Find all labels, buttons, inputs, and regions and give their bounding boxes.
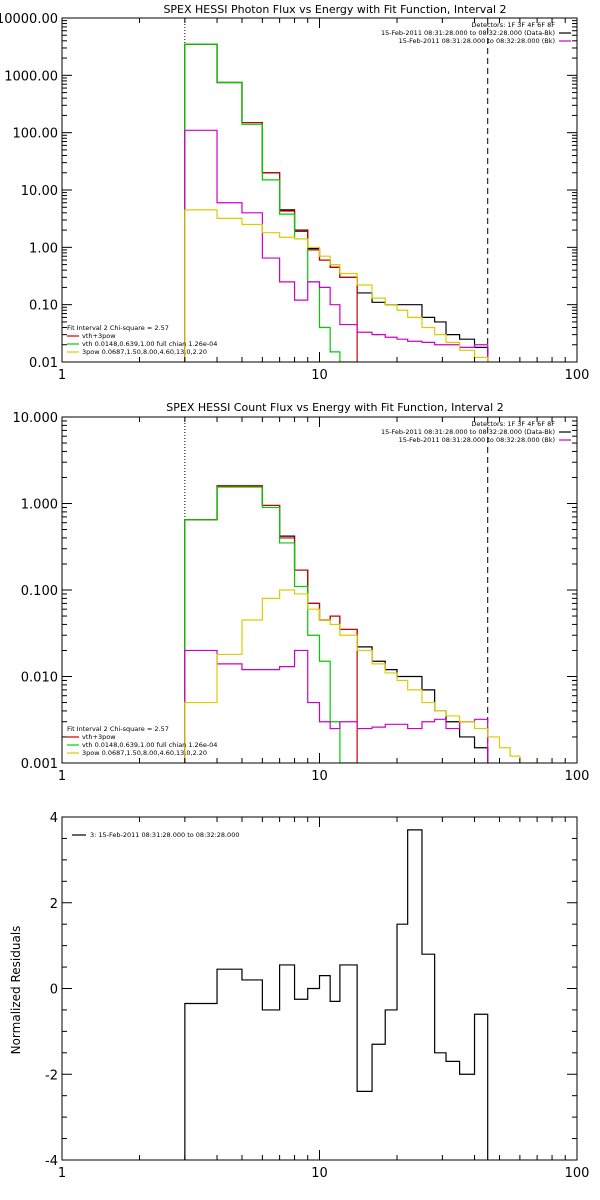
y-tick-label: 0	[50, 983, 58, 998]
y-tick-label: 1000.00	[4, 69, 58, 84]
legend-entry: 3: 15-Feb-2011 08:31:28.000 to 08:32:28.…	[90, 831, 239, 839]
plot-area: 1 10 100 0.001 0.010 0.100 1.000 10.000 Detector…	[13, 411, 590, 784]
y-tick-label: 10.00	[21, 184, 58, 199]
x-tick-label: 100	[565, 1166, 590, 1181]
legend-entry: vth 0.0148,0.639,1.00 full chian 1.26e-0…	[82, 340, 217, 348]
x-tick-label: 1	[58, 769, 66, 784]
y-tick-label: 0.001	[21, 757, 58, 772]
plot-area: 1 10 100 -4 -2 0 2 4 3: 15-Feb-2011 08:31:28.000…	[45, 811, 589, 1181]
y-tick-label: 0.01	[29, 356, 58, 371]
detectors-label: Detectors: 1F 3F 4F 6F 8F	[471, 420, 555, 428]
y-tick-label: 1.000	[21, 498, 58, 513]
y-tick-label: 0.10	[29, 299, 58, 314]
legend-entry: 3pow 0.0687,1.50,8.00,4.60,13.0,2.20	[82, 749, 207, 757]
plot-area: 1 10 100 0.01 0.10 1.00 10.00 100.00 1000.00 1000…	[0, 12, 589, 383]
chart-title: SPEX HESSI Count Flux vs Energy with Fit…	[166, 401, 503, 414]
x-tick-label: 10	[311, 368, 328, 383]
x-tick-label: 100	[565, 769, 590, 784]
x-tick-label: 1	[58, 1166, 66, 1181]
y-tick-label: 1.00	[29, 241, 58, 256]
chart-title: SPEX HESSI Photon Flux vs Energy with Fi…	[163, 3, 506, 16]
data-layer	[184, 18, 500, 362]
series-line	[184, 486, 358, 763]
y-tick-label: -4	[45, 1154, 58, 1169]
series-line	[184, 129, 489, 362]
count-flux-panel: SPEX HESSI Count Flux vs Energy with Fit…	[13, 401, 590, 784]
y-tick-label: -2	[45, 1068, 58, 1083]
y-tick-label: 2	[50, 897, 58, 912]
legend-entry: 3pow 0.0687,1.50,8.00,4.60,13.0,2.20	[82, 348, 207, 356]
series-line	[184, 209, 500, 362]
y-tick-label: 100.00	[13, 127, 59, 142]
legend-entry: vth+3pow	[82, 332, 116, 340]
y-tick-label: 0.100	[21, 584, 58, 599]
legend-entry: vth+3pow	[82, 733, 116, 741]
data-layer	[184, 829, 489, 1160]
x-tick-label: 1	[58, 368, 66, 383]
time-interval-label: 15-Feb-2011 08:31:28.000 to 08:32:28.000…	[399, 37, 555, 45]
series-line	[184, 43, 358, 362]
series-line	[184, 43, 358, 362]
series-line	[184, 829, 489, 1160]
time-interval-label: 15-Feb-2011 08:31:28.000 to 08:32:28.000…	[381, 29, 555, 37]
data-layer	[184, 417, 538, 763]
y-tick-label: 10.000	[13, 411, 59, 426]
photon-flux-panel: SPEX HESSI Photon Flux vs Energy with Fi…	[0, 3, 589, 383]
fit-info-label: Fit Interval 2 Chi-square = 2.57	[67, 725, 169, 733]
detectors-label: Detectors: 1F 3F 4F 6F 8F	[471, 21, 555, 29]
x-tick-label: 10	[311, 769, 328, 784]
y-axis-label: Normalized Residuals	[9, 926, 23, 1055]
series-line	[184, 649, 489, 763]
residuals-panel: Normalized Residuals 1 10 100 -4 -2 0 2 4 3: 15-…	[9, 811, 589, 1181]
time-interval-label: 15-Feb-2011 08:31:28.000 to 08:32:28.000…	[399, 436, 555, 444]
legend-entry: vth 0.0148,0.639,1.00 full chian 1.26e-0…	[82, 741, 217, 749]
series-line	[184, 589, 538, 763]
x-tick-label: 10	[311, 1166, 328, 1181]
x-tick-label: 100	[565, 368, 590, 383]
y-tick-label: 10000.00	[0, 12, 58, 27]
fit-info-label: Fit Interval 2 Chi-square = 2.57	[67, 324, 169, 332]
y-tick-label: 0.010	[21, 671, 58, 686]
time-interval-label: 15-Feb-2011 08:31:28.000 to 08:32:28.000…	[381, 428, 555, 436]
y-tick-label: 4	[50, 811, 58, 826]
